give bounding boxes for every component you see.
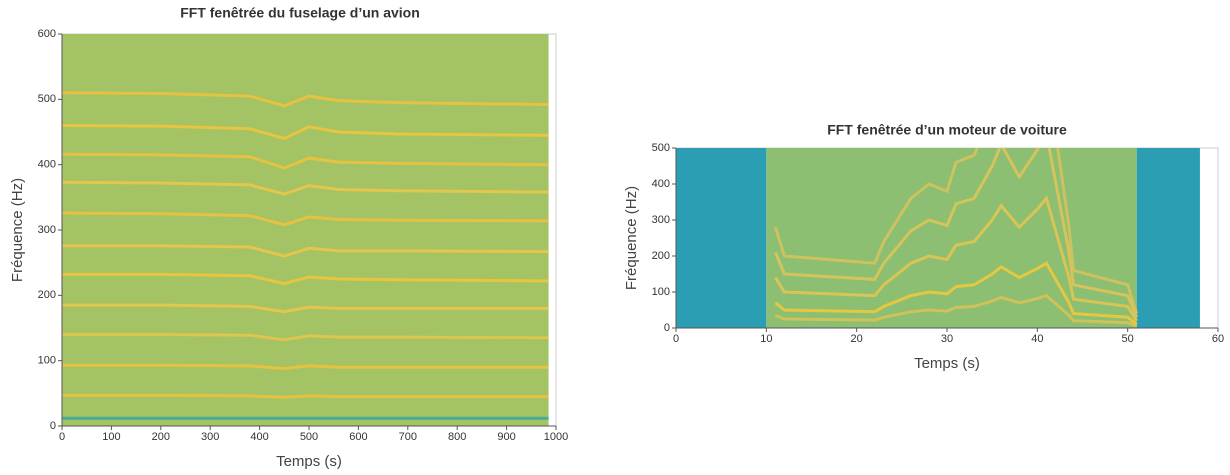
x-tick-label: 700	[399, 431, 417, 443]
x-tick-label: 0	[673, 333, 679, 345]
x-tick-label: 30	[941, 333, 953, 345]
y-tick-label: 400	[38, 159, 56, 171]
y-axis-label: Fréquence (Hz)	[9, 178, 26, 282]
x-tick-label: 100	[102, 431, 120, 443]
y-tick-label: 500	[38, 93, 56, 105]
harmonic-ridge	[62, 363, 549, 371]
y-tick-label: 300	[652, 214, 670, 226]
harmonic-ridge	[62, 393, 549, 399]
plot	[676, 148, 1200, 328]
harmonic-ridge	[774, 195, 1138, 322]
x-tick-label: 0	[59, 431, 65, 443]
x-tick-label: 800	[448, 431, 466, 443]
x-tick-label: 40	[1031, 333, 1043, 345]
harmonic-ridge	[62, 152, 549, 170]
chart-title: FFT fenêtrée du fuselage d’un avion	[180, 5, 420, 21]
y-tick-label: 200	[38, 289, 56, 301]
harmonic-ridge	[774, 261, 1138, 326]
y-tick-label: 300	[38, 224, 56, 236]
spectrogram-region	[1136, 148, 1200, 328]
y-tick-label: 500	[652, 142, 670, 154]
harmonic-ridge	[774, 293, 1138, 328]
y-tick-label: 200	[652, 250, 670, 262]
x-axis-label: Temps (s)	[276, 453, 342, 470]
harmonic-ridge	[62, 91, 549, 108]
spectrogram-region	[62, 34, 549, 426]
chart: 0 10 20 30 40 50 60 0 100 200 300 400 500 FFT fenêtré…	[623, 122, 1224, 372]
x-tick-label: 60	[1212, 333, 1224, 345]
plot	[62, 34, 549, 426]
chart: 0 100 200 300 400 500 600 700 800 900 1000 0 100 200 3…	[9, 5, 568, 470]
y-tick-label: 600	[38, 28, 56, 40]
harmonic-ridge	[62, 124, 549, 141]
x-tick-label: 20	[851, 333, 863, 345]
y-tick-label: 0	[50, 420, 56, 432]
harmonic-ridge	[773, 148, 1139, 315]
harmonic-ridge	[62, 244, 549, 258]
harmonic-ridge	[62, 180, 549, 196]
x-tick-label: 50	[1122, 333, 1134, 345]
harmonic-ridge	[62, 211, 549, 227]
x-tick-label: 900	[497, 431, 515, 443]
spectrogram-region	[676, 148, 767, 328]
harmonic-ridge	[62, 333, 549, 342]
harmonic-ridge	[62, 303, 549, 314]
x-tick-label: 10	[760, 333, 772, 345]
x-axis-label: Temps (s)	[914, 355, 980, 372]
harmonic-ridge	[774, 148, 1139, 318]
x-tick-label: 500	[300, 431, 318, 443]
y-tick-label: 0	[664, 322, 670, 334]
y-tick-label: 100	[38, 355, 56, 367]
harmonic-ridge	[62, 272, 549, 286]
chart-title: FFT fenêtrée d’un moteur de voiture	[827, 122, 1067, 138]
x-tick-label: 400	[250, 431, 268, 443]
y-tick-label: 400	[652, 178, 670, 190]
y-tick-label: 100	[652, 286, 670, 298]
y-axis-label: Fréquence (Hz)	[623, 186, 640, 290]
x-tick-label: 1000	[544, 431, 568, 443]
x-tick-label: 200	[152, 431, 170, 443]
x-tick-label: 600	[349, 431, 367, 443]
x-tick-label: 300	[201, 431, 219, 443]
